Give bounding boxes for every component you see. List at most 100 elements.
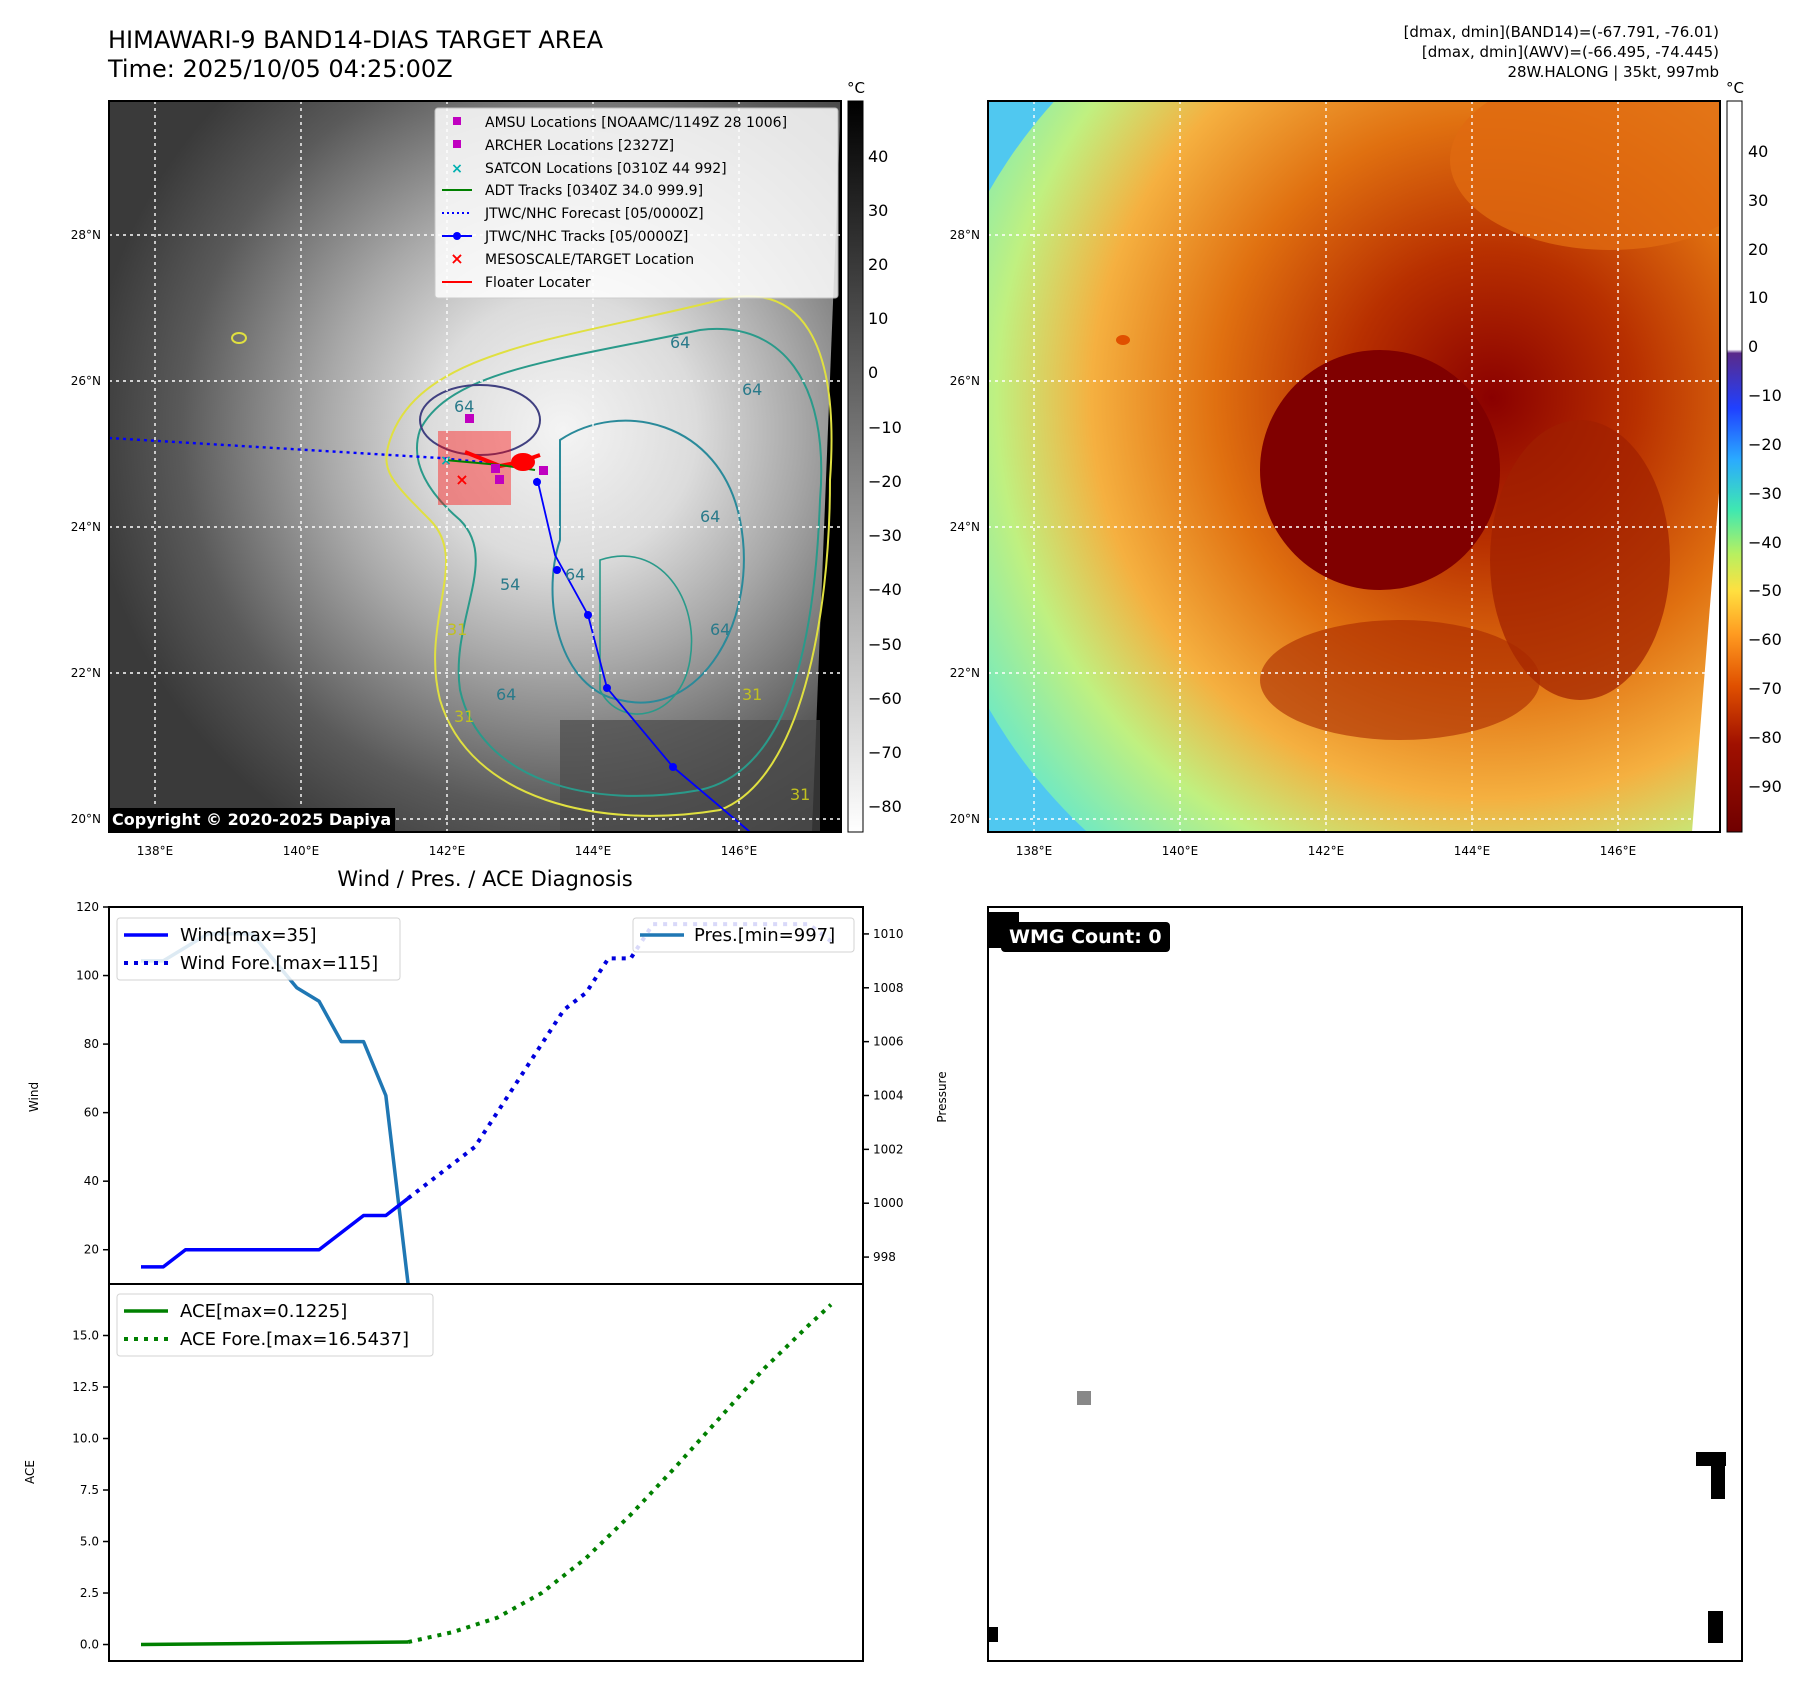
stats-awv: [dmax, dmin](AWV)=(-66.495, -74.445) xyxy=(1421,43,1719,61)
archer-marker xyxy=(491,464,500,473)
contour-64-inner xyxy=(599,555,693,715)
contour-label: 64 xyxy=(670,333,690,352)
contour-label: 31 xyxy=(742,685,762,704)
ace-legend-box xyxy=(116,1293,434,1357)
cbar-tick: −20 xyxy=(1748,435,1782,454)
satcon-legend-icon: × xyxy=(451,161,463,177)
contour-31-outer xyxy=(385,295,833,817)
pres-tick-label: 1000 xyxy=(873,1196,904,1210)
contour-64-band xyxy=(551,419,745,704)
cbar-tick: −60 xyxy=(868,689,902,708)
contour-label: 64 xyxy=(454,397,474,416)
gray-colorbar-ticks: 40 30 20 10 0 −10 −20 −30 −40 −50 −60 −7… xyxy=(868,147,902,816)
cbar-tick: −20 xyxy=(868,472,902,491)
lat-tick: 26°N xyxy=(950,374,980,388)
pressure-series-line xyxy=(141,932,410,1285)
mesoscale-legend-icon: × xyxy=(450,249,463,268)
wmg-pixel-block xyxy=(1711,1452,1725,1499)
cbar-tick: −70 xyxy=(868,743,902,762)
wind-tick-label: 20 xyxy=(84,1243,99,1257)
pres-legend: Pres.[min=997] xyxy=(632,917,855,953)
cbar-tick: −40 xyxy=(1748,533,1782,552)
cbar-tick: −50 xyxy=(868,635,902,654)
amsu-marker xyxy=(465,414,474,423)
contour-island xyxy=(231,332,247,344)
cbar-tick: −80 xyxy=(1748,728,1782,747)
cbar-tick: 30 xyxy=(868,201,888,220)
pres-tick-label: 998 xyxy=(873,1250,896,1264)
jtwc-forecast-line xyxy=(109,436,501,466)
legend-adt: ADT Tracks [0340Z 34.0 999.9] xyxy=(485,183,703,199)
cbar-tick: −10 xyxy=(1748,386,1782,405)
pressure-axis-ticks: 1010 1008 1006 1004 1002 1000 998 xyxy=(863,927,904,1264)
wmg-count-badge: WMG Count: 0 xyxy=(1001,922,1170,952)
wind-tick-label: 60 xyxy=(84,1106,99,1120)
cbar-tick: −90 xyxy=(1748,777,1782,796)
ace-plot-frame xyxy=(108,1283,864,1662)
legend-archer: ARCHER Locations [2327Z] xyxy=(485,138,674,154)
jtwc-track-points xyxy=(533,478,677,771)
diagnosis-title: Wind / Pres. / ACE Diagnosis xyxy=(337,867,632,891)
cbar-tick: −30 xyxy=(1748,484,1782,503)
cbar-tick: −80 xyxy=(868,797,902,816)
contour-label: 31 xyxy=(447,620,467,639)
lon-tick: 146°E xyxy=(721,844,758,858)
ace-tick-label: 10.0 xyxy=(72,1432,99,1446)
color-colorbar-ticks: 40 30 20 10 0 −10 −20 −30 −40 −50 −60 −7… xyxy=(1748,142,1782,796)
track-point xyxy=(669,763,677,771)
lon-tick: 146°E xyxy=(1600,844,1637,858)
archer-legend-icon xyxy=(453,140,461,148)
lon-tick: 142°E xyxy=(429,844,466,858)
lat-tick: 24°N xyxy=(71,520,101,534)
lat-tick: 22°N xyxy=(71,666,101,680)
legend-ace-fore: ACE Fore.[max=16.5437] xyxy=(180,1329,409,1350)
title-line-2: Time: 2025/10/05 04:25:00Z xyxy=(108,55,453,83)
ir-lat-ticks: 28°N 26°N 24°N 22°N 20°N xyxy=(71,228,101,826)
contour-label: 31 xyxy=(454,707,474,726)
lon-tick: 140°E xyxy=(283,844,320,858)
color-grid xyxy=(988,101,1720,832)
cbar-tick: 20 xyxy=(868,255,888,274)
track-point xyxy=(584,611,592,619)
lat-tick: 28°N xyxy=(950,228,980,242)
color-rainband xyxy=(1260,620,1540,740)
legend-satcon: SATCON Locations [0310Z 44 992] xyxy=(485,161,727,177)
ace-tick-label: 2.5 xyxy=(80,1586,99,1600)
figure-title: HIMAWARI-9 BAND14-DIAS TARGET AREA Time:… xyxy=(108,26,603,84)
color-lat-ticks: 28°N 26°N 24°N 22°N 20°N xyxy=(950,228,980,826)
jtwc-track-line xyxy=(536,477,751,832)
ir-map-frame xyxy=(108,100,842,833)
contour-label: 64 xyxy=(710,620,730,639)
track-point xyxy=(533,478,541,486)
contour-label: 31 xyxy=(790,785,810,804)
wmg-frame xyxy=(987,906,1743,1662)
ace-legend: ACE[max=0.1225] ACE Fore.[max=16.5437] xyxy=(116,1293,434,1357)
storm-info: 28W.HALONG | 35kt, 997mb xyxy=(1507,63,1719,81)
satcon-x-marker: × xyxy=(440,453,452,469)
ace-tick-label: 0.0 xyxy=(80,1638,99,1652)
wind-tick-label: 120 xyxy=(76,900,99,914)
wind-legend-box xyxy=(116,917,401,981)
color-colorbar: °C 40 30 20 10 0 −10 −20 −30 −40 −50 −60… xyxy=(1726,79,1782,833)
contour-labels: 64 64 64 54 64 31 64 64 31 31 64 31 xyxy=(447,333,810,804)
contour-64-eyewall xyxy=(419,384,541,456)
wmg-panel xyxy=(987,906,1743,1662)
lat-tick: 20°N xyxy=(950,812,980,826)
color-storm-core xyxy=(1260,350,1500,590)
cbar-tick: 30 xyxy=(1748,191,1768,210)
lon-tick: 138°E xyxy=(1016,844,1053,858)
lat-tick: 28°N xyxy=(71,228,101,242)
ir-lon-ticks: 138°E 140°E 142°E 144°E 146°E xyxy=(137,844,758,858)
cbar-tick: −30 xyxy=(868,526,902,545)
color-upper-band xyxy=(1450,101,1720,250)
lat-tick: 22°N xyxy=(950,666,980,680)
wmg-pixel-block xyxy=(1708,1611,1723,1643)
legend-pres: Pres.[min=997] xyxy=(694,925,835,946)
gray-colorbar-scale xyxy=(847,100,864,833)
lon-tick: 140°E xyxy=(1162,844,1199,858)
ace-tick-label: 12.5 xyxy=(72,1380,99,1394)
archer-marker xyxy=(539,466,548,475)
ace-series-line xyxy=(140,1640,409,1647)
color-colorbar-scale xyxy=(1726,100,1743,833)
contour-label: 64 xyxy=(565,565,585,584)
